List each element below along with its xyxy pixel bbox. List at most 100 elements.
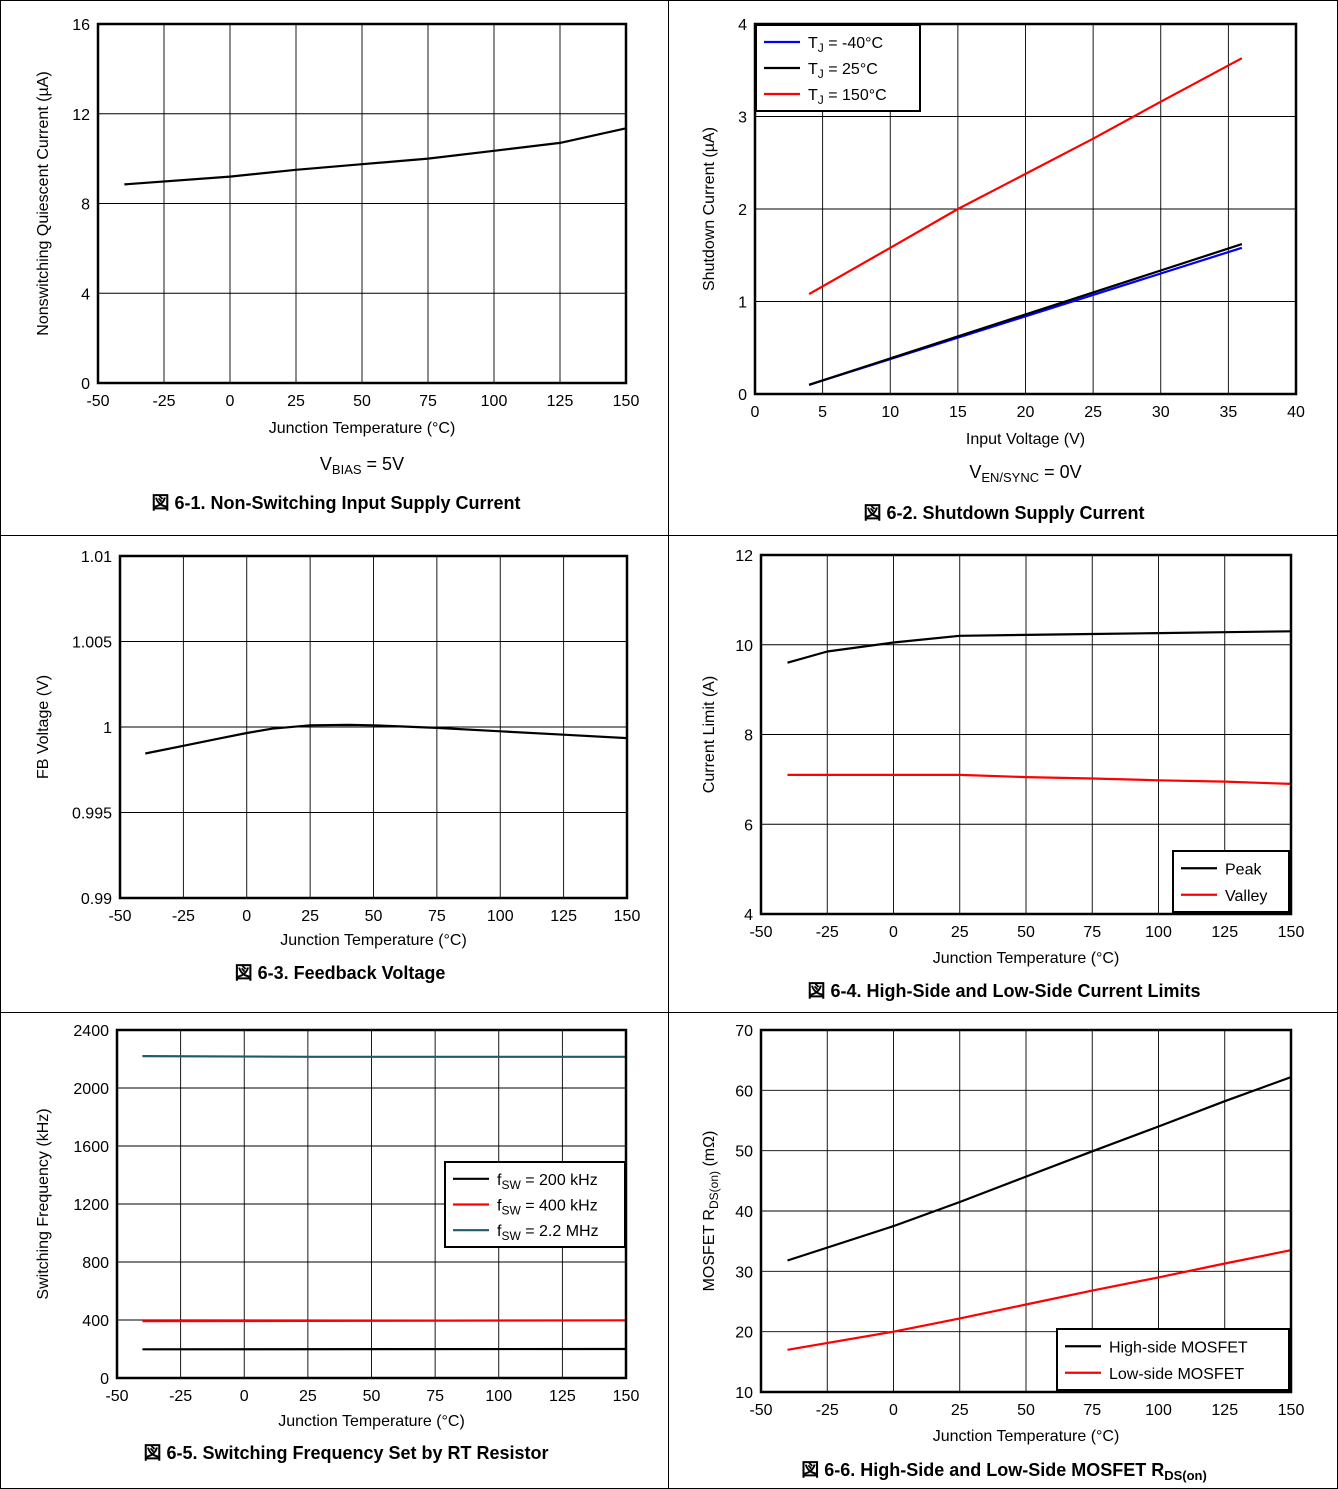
y-tick-label: 2400 (73, 1023, 109, 1040)
y-tick-label: 0 (81, 376, 90, 393)
x-tick-label: -50 (86, 393, 109, 410)
chart-1: -50 -25 0 25 50 75 100 125 150 0 4 8 12 16 Junction Te… (35, 17, 639, 513)
y-tick-label: 0.995 (72, 806, 112, 823)
x-tick-label: 125 (1211, 1402, 1238, 1419)
y-tick-label: 12 (735, 548, 753, 565)
x-axis-label: Junction Temperature (°C) (933, 950, 1120, 967)
legend-box (1056, 1328, 1290, 1391)
x-tick-label: 150 (1278, 924, 1305, 941)
y-axis-label: FB Voltage (V) (35, 675, 52, 779)
y-axis-label: Switching Frequency (kHz) (35, 1108, 52, 1299)
y-axis-label: MOSFET RDS(on) (mΩ) (701, 1131, 721, 1292)
x-tick-label: -25 (172, 908, 195, 925)
figure-caption: 図 6-2. Shutdown Supply Current (863, 503, 1144, 523)
x-tick-label: -50 (108, 908, 131, 925)
y-tick-label: 2 (738, 202, 747, 219)
text-subscript: DS(on) (707, 1171, 721, 1209)
chart-4: -50 -25 0 25 50 75 100 125 150 4 6 8 10 12 Junction Te… (701, 548, 1304, 1001)
x-tick-label: 25 (301, 908, 319, 925)
x-axis-label: Junction Temperature (°C) (933, 1428, 1120, 1445)
text-subscript: J (818, 67, 824, 81)
x-tick-label: 25 (287, 393, 305, 410)
x-tick-label: 15 (949, 404, 967, 421)
plot-frame (759, 553, 1293, 916)
x-tick-label: 75 (1083, 924, 1101, 941)
x-tick-label: 25 (1084, 404, 1102, 421)
y-tick-label: 1 (103, 720, 112, 737)
chart-5: -50 -25 0 25 50 75 100 125 150 0 400 800 1200 1600 200… (35, 1023, 639, 1463)
text-rest: = 400 kHz (521, 1198, 598, 1215)
y-tick-label: 800 (82, 1255, 109, 1272)
y-tick-label: 4 (738, 17, 747, 34)
plot-frame (96, 22, 628, 385)
x-tick-label: 75 (426, 1388, 444, 1405)
x-tick-label: 75 (1083, 1402, 1101, 1419)
series-line-2 (787, 1249, 1292, 1351)
text-base: T (808, 87, 818, 104)
text-base: Peak (1225, 861, 1262, 878)
chart-3: -50 -25 0 25 50 75 100 125 150 0.99 0.995 1 1.005 1.0… (35, 549, 640, 983)
text-base: Valley (1225, 888, 1267, 905)
x-tick-label: 100 (1145, 1402, 1172, 1419)
x-tick-label: -50 (749, 924, 772, 941)
y-tick-label: 1.005 (72, 635, 112, 652)
y-tick-label: 0 (100, 1371, 109, 1388)
x-tick-label: 100 (481, 393, 508, 410)
text-rest: (mΩ) (701, 1131, 718, 1171)
legend-entry: fSW = 200 kHz (497, 1172, 598, 1192)
x-tick-label: 150 (614, 908, 641, 925)
x-tick-label: 25 (951, 1402, 969, 1419)
y-tick-label: 3 (738, 110, 747, 127)
legend-entry: Valley (1225, 888, 1267, 905)
y-tick-label: 20 (735, 1325, 753, 1342)
legend: TJ = -40°CTJ = 25°CTJ = 150°C (755, 24, 921, 112)
legend-entry: Low-side MOSFET (1109, 1366, 1244, 1383)
figure-caption: 図 6-1. Non-Switching Input Supply Curren… (152, 493, 521, 513)
x-tick-label: 125 (550, 908, 577, 925)
series-line-3 (142, 1054, 626, 1058)
x-tick-label: 0 (889, 1402, 898, 1419)
y-tick-label: 60 (735, 1083, 753, 1100)
test-condition: VBIAS = 5V (320, 454, 404, 477)
legend-entry: Peak (1225, 861, 1262, 878)
y-tick-label: 4 (744, 907, 753, 924)
legend-entry: fSW = 2.2 MHz (497, 1223, 599, 1243)
text-base: MOSFET R (701, 1209, 718, 1291)
series-line-2 (787, 773, 1292, 785)
y-tick-label: 6 (744, 817, 753, 834)
y-axis-label: Current Limit (A) (701, 676, 718, 793)
x-tick-label: 75 (428, 908, 446, 925)
text-subscript: SW (501, 1178, 521, 1192)
series-line-3 (808, 57, 1243, 296)
x-tick-label: 0 (889, 924, 898, 941)
y-tick-label: 1.01 (81, 549, 112, 566)
x-tick-label: -25 (152, 393, 175, 410)
x-tick-label: 40 (1287, 404, 1305, 421)
figure-caption: 図 6-4. High-Side and Low-Side Current Li… (807, 981, 1200, 1001)
legend-entry: TJ = 25°C (808, 61, 878, 81)
test-condition: VEN/SYNC = 0V (969, 462, 1081, 485)
y-tick-label: 1200 (73, 1197, 109, 1214)
legend-box (1172, 850, 1290, 913)
y-tick-label: 30 (735, 1264, 753, 1281)
y-tick-label: 8 (81, 197, 90, 214)
y-tick-label: 0 (738, 387, 747, 404)
x-axis-label: Junction Temperature (°C) (269, 420, 456, 437)
x-tick-label: 100 (487, 908, 514, 925)
figure-caption: 図 6-6. High-Side and Low-Side MOSFET RDS… (801, 1460, 1207, 1483)
x-tick-label: 0 (240, 1388, 249, 1405)
x-tick-label: -50 (105, 1388, 128, 1405)
plot-frame (753, 22, 1298, 396)
x-tick-label: 125 (549, 1388, 576, 1405)
x-tick-label: 35 (1219, 404, 1237, 421)
y-tick-label: 0.99 (81, 891, 112, 908)
text-base: f (497, 1198, 502, 1215)
text-rest: = 2.2 MHz (521, 1223, 599, 1240)
chart-6: -50 -25 0 25 50 75 100 125 150 10 20 30 40 50 60 70 Junc… (701, 1023, 1304, 1483)
x-tick-label: 25 (951, 924, 969, 941)
x-tick-label: 0 (226, 393, 235, 410)
x-tick-label: -25 (816, 924, 839, 941)
text-subscript: J (818, 93, 824, 107)
